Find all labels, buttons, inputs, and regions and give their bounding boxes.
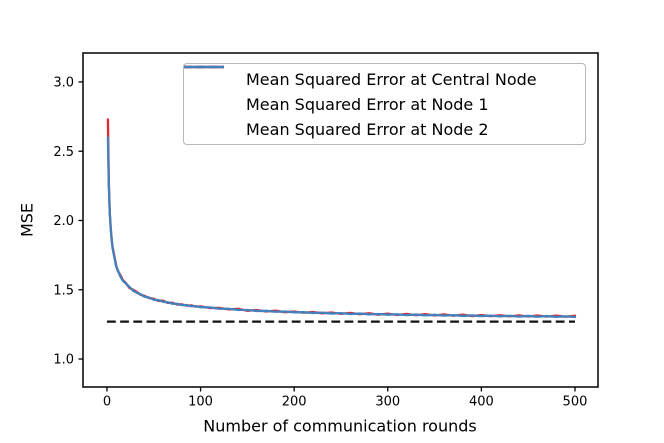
legend-item-central-node: Mean Squared Error at Central Node: [184, 65, 585, 92]
legend-item-node-2: Mean Squared Error at Node 2: [184, 65, 585, 142]
y-tick-label: 1.5: [53, 283, 74, 298]
y-tick-label: 2.0: [53, 214, 74, 229]
legend-label-node-1: Mean Squared Error at Node 1: [246, 95, 489, 114]
x-tick-label: 300: [375, 395, 400, 410]
y-axis-label: MSE: [17, 202, 37, 238]
x-tick-label: 400: [469, 395, 494, 410]
legend-line-central-node-icon: [184, 65, 233, 83]
x-axis-label: Number of communication rounds: [203, 416, 477, 436]
legend-item-node-1: Mean Squared Error at Node 1: [184, 65, 585, 117]
legend-label-central-node: Mean Squared Error at Central Node: [246, 70, 537, 89]
legend-line-node-1-icon: [184, 65, 233, 108]
legend: Mean Squared Error at Central Node Mean …: [183, 63, 586, 145]
x-tick-label: 100: [188, 395, 213, 410]
y-tick-label: 1.0: [53, 353, 74, 368]
node2-line: [106, 136, 577, 319]
y-tick-label: 3.0: [53, 76, 74, 91]
x-tick-label: 200: [282, 395, 307, 410]
y-tick-label: 2.5: [53, 145, 74, 160]
node1-line: [106, 118, 577, 318]
legend-label-node-2: Mean Squared Error at Node 2: [246, 120, 489, 139]
legend-line-node-2-icon: [184, 65, 233, 133]
x-tick-label: 0: [103, 395, 111, 410]
x-tick-label: 500: [563, 395, 588, 410]
